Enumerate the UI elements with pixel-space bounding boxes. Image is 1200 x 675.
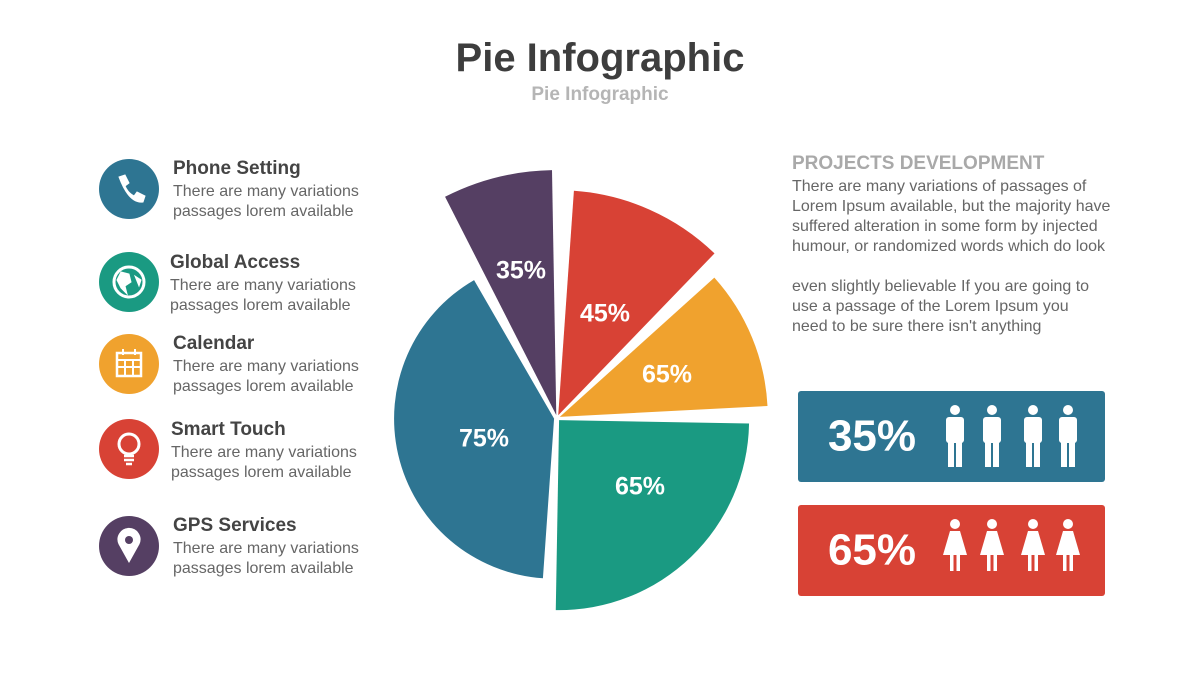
bulb-base xyxy=(124,454,134,466)
icon-head xyxy=(1063,519,1073,529)
feature-text: There are many variations xyxy=(171,444,357,461)
icon-leg xyxy=(1034,555,1038,571)
feature-title: Global Access xyxy=(170,252,301,273)
feature-icon-circle xyxy=(99,334,159,394)
icon-leg xyxy=(993,439,999,467)
feature-text: passages lorem available xyxy=(171,464,352,481)
title: Pie Infographic xyxy=(455,36,745,80)
icon-leg xyxy=(1061,439,1067,467)
feature-text: There are many variations xyxy=(170,277,356,294)
pie-slice xyxy=(559,277,768,417)
icon-leg xyxy=(1069,555,1073,571)
feature-text: There are many variations xyxy=(173,183,359,200)
projects-text: Lorem Ipsum available, but the majority … xyxy=(792,198,1111,215)
female-icon xyxy=(980,519,1004,571)
feature-icon-circle xyxy=(99,419,159,479)
pie-slice xyxy=(394,280,555,579)
projects-text: humour, or randomized words which do loo… xyxy=(792,238,1106,255)
calendar-grid xyxy=(117,349,141,376)
male-icon xyxy=(1024,405,1042,467)
icon-leg xyxy=(985,439,991,467)
subtitle: Pie Infographic xyxy=(531,84,669,105)
projects-text: suffered alteration in some form by inje… xyxy=(792,218,1098,235)
icon-leg xyxy=(1063,555,1067,571)
pie-label: 75% xyxy=(459,425,509,453)
male-icon xyxy=(946,405,964,467)
pin-hole xyxy=(125,536,133,544)
icon-leg xyxy=(948,439,954,467)
feature-icon xyxy=(112,265,146,299)
male-icon xyxy=(983,405,1001,467)
projects-text: There are many variations of passages of xyxy=(792,178,1087,195)
icon-head xyxy=(987,405,997,415)
icon-head xyxy=(1028,405,1038,415)
icon-dress xyxy=(943,531,967,555)
phone-icon xyxy=(118,174,146,203)
feature-text: There are many variations xyxy=(173,358,359,375)
feature-icon xyxy=(117,432,141,466)
projects-text: need to be sure there isn't anything xyxy=(792,318,1042,335)
stat-label: 65% xyxy=(828,526,916,575)
icon-leg xyxy=(1034,439,1040,467)
icon-body xyxy=(1024,417,1042,443)
feature-text: passages lorem available xyxy=(173,378,354,395)
male-icon xyxy=(1059,405,1077,467)
icon-leg xyxy=(956,439,962,467)
icon-head xyxy=(1063,405,1073,415)
globe-land xyxy=(116,271,142,296)
pie-slice xyxy=(555,420,750,611)
feature-icon xyxy=(118,174,146,203)
icon-dress xyxy=(1021,531,1045,555)
pie-slice xyxy=(558,190,715,416)
feature-title: Smart Touch xyxy=(171,419,286,440)
icon-leg xyxy=(1026,439,1032,467)
female-icon xyxy=(1021,519,1045,571)
calendar-icon xyxy=(115,351,143,378)
bulb-icon xyxy=(117,432,141,456)
pie-label: 65% xyxy=(615,473,665,501)
pie-label: 65% xyxy=(642,361,692,389)
feature-title: Phone Setting xyxy=(173,158,301,179)
projects-text: even slightly believable If you are goin… xyxy=(792,278,1090,295)
icon-head xyxy=(950,519,960,529)
icon-body xyxy=(1059,417,1077,443)
projects-heading: PROJECTS DEVELOPMENT xyxy=(792,153,1045,174)
pie-slice xyxy=(445,170,557,416)
globe-icon xyxy=(112,265,146,299)
icon-leg xyxy=(987,555,991,571)
pie-label: 45% xyxy=(580,300,630,328)
feature-text: passages lorem available xyxy=(173,203,354,220)
icon-leg xyxy=(1069,439,1075,467)
icon-leg xyxy=(993,555,997,571)
icon-leg xyxy=(956,555,960,571)
icon-body xyxy=(946,417,964,443)
feature-icon xyxy=(115,349,143,378)
female-icon xyxy=(943,519,967,571)
icon-leg xyxy=(1028,555,1032,571)
feature-text: passages lorem available xyxy=(173,560,354,577)
icon-head xyxy=(1028,519,1038,529)
icon-leg xyxy=(950,555,954,571)
icon-dress xyxy=(1056,531,1080,555)
feature-text: passages lorem available xyxy=(170,297,351,314)
icon-dress xyxy=(980,531,1004,555)
female-icon xyxy=(1056,519,1080,571)
icon-body xyxy=(983,417,1001,443)
feature-icon xyxy=(117,527,141,564)
pin-icon xyxy=(117,527,141,564)
feature-title: Calendar xyxy=(173,333,255,354)
icon-head xyxy=(950,405,960,415)
feature-text: There are many variations xyxy=(173,540,359,557)
stat-label: 35% xyxy=(828,412,916,461)
projects-text: use a passage of the Lorem Ipsum you xyxy=(792,298,1069,315)
feature-icon-circle xyxy=(99,159,159,219)
pie-label: 35% xyxy=(496,257,546,285)
feature-title: GPS Services xyxy=(173,515,297,536)
icon-head xyxy=(987,519,997,529)
